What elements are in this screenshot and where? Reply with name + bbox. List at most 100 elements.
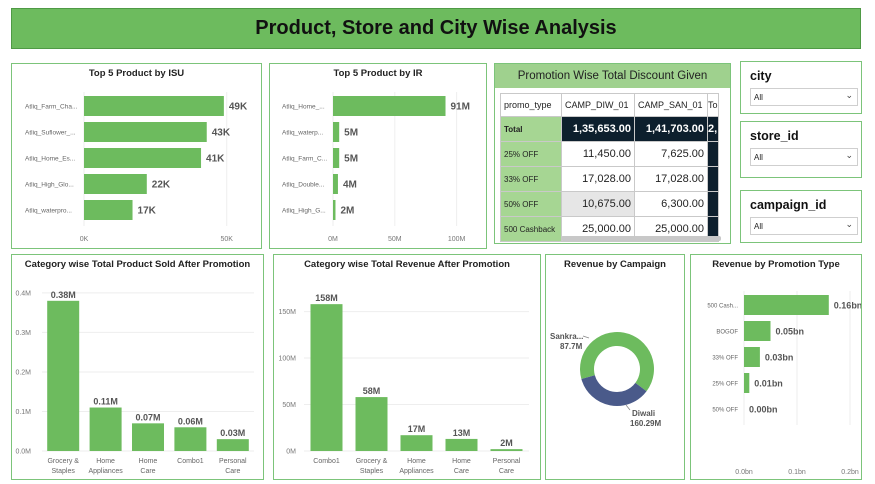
data-label: 0.38M xyxy=(51,290,76,300)
row-label: 33% OFF xyxy=(501,167,562,192)
chart-title: Top 5 Product by IR xyxy=(270,68,486,79)
data-label: 0.07M xyxy=(135,412,160,422)
x-tick-label: 0M xyxy=(328,236,338,243)
chart-panel-promo-type[interactable]: Revenue by Promotion Type 0.0bn 0.1bn 0.2b… xyxy=(690,254,862,480)
row-label: 500 Cashback xyxy=(501,217,562,242)
category-label: Home xyxy=(139,458,158,465)
bar xyxy=(356,397,388,451)
campaign-id-dropdown[interactable]: All ⌄ xyxy=(750,217,858,235)
category-revenue-chart: 0M50M100M150M158MCombo158MGrocery &Stapl… xyxy=(274,255,540,479)
table-row: 25% OFF 11,450.00 7,625.00 xyxy=(501,142,719,167)
slice-value-label: 87.7M xyxy=(560,342,583,351)
store-id-slicer[interactable]: store_id All ⌄ xyxy=(740,121,862,178)
category-label: Care xyxy=(499,468,514,475)
category-label: Grocery & xyxy=(356,458,388,465)
category-label: Atliq_Farm_Cha... xyxy=(25,104,78,111)
data-label: 22K xyxy=(152,180,171,191)
store-id-dropdown[interactable]: All ⌄ xyxy=(750,148,858,166)
x-tick-label: 50M xyxy=(388,236,402,243)
bar xyxy=(401,435,433,451)
category-label: 50% OFF xyxy=(712,408,738,414)
data-label: 2M xyxy=(340,206,354,217)
column-header[interactable]: promo_type xyxy=(501,94,562,117)
chart-title: Category wise Total Revenue After Promot… xyxy=(274,259,540,270)
slicer-label: store_id xyxy=(750,129,799,143)
row-label: 50% OFF xyxy=(501,192,562,217)
dropdown-value: All xyxy=(754,153,763,162)
chart-panel-isu[interactable]: Top 5 Product by ISU 0K 50K Atliq_Farm_Cha… xyxy=(11,63,262,249)
category-label: Appliances xyxy=(88,468,123,475)
y-tick-label: 50M xyxy=(282,402,296,409)
data-label: 5M xyxy=(344,128,358,139)
column-header[interactable]: CAMP_DIW_01 xyxy=(562,94,635,117)
chevron-down-icon[interactable]: ⌄ xyxy=(845,150,853,161)
bar xyxy=(47,301,79,451)
promo-table-title: Promotion Wise Total Discount Given xyxy=(495,64,730,88)
x-tick-label: 0K xyxy=(80,236,89,243)
category-label: Home xyxy=(452,458,471,465)
bar xyxy=(333,96,446,116)
city-slicer[interactable]: city All ⌄ xyxy=(740,61,862,114)
y-tick-label: 0.1M xyxy=(15,409,31,416)
data-label: 0.11M xyxy=(93,397,118,407)
column-header[interactable]: CAMP_SAN_01 xyxy=(635,94,708,117)
data-label: 158M xyxy=(315,293,338,303)
table-cell: 10,675.00 xyxy=(562,192,635,217)
table-cell: 17,028.00 xyxy=(635,167,708,192)
x-tick-label: 0.2bn xyxy=(841,469,859,476)
data-label: 0.06M xyxy=(178,416,203,426)
city-dropdown[interactable]: All ⌄ xyxy=(750,88,858,106)
y-tick-label: 0.3M xyxy=(15,330,31,337)
chart-panel-revenue[interactable]: Category wise Total Revenue After Promot… xyxy=(273,254,541,480)
chart-panel-campaign[interactable]: Revenue by Campaign Diwali 160.29M Sankra.… xyxy=(545,254,685,480)
data-label: 0.05bn xyxy=(776,327,805,337)
dropdown-value: All xyxy=(754,222,763,231)
chart-panel-products-sold[interactable]: Category wise Total Product Sold After P… xyxy=(11,254,264,480)
chevron-down-icon[interactable]: ⌄ xyxy=(845,90,853,101)
y-tick-label: 0M xyxy=(286,449,296,456)
column-header[interactable]: To xyxy=(708,94,719,117)
slicer-label: city xyxy=(750,69,772,83)
leader-line xyxy=(626,405,630,410)
campaign-id-slicer[interactable]: campaign_id All ⌄ xyxy=(740,190,862,243)
category-label: Staples xyxy=(360,468,384,475)
table-cell: 11,450.00 xyxy=(562,142,635,167)
category-label: Atliq_Home_Es... xyxy=(25,156,75,163)
category-label: Atliq_Double... xyxy=(282,182,324,189)
y-tick-label: 100M xyxy=(278,356,296,363)
slice-name-label: Sankra... xyxy=(550,332,583,341)
category-products-sold-chart: 0.0M0.1M0.2M0.3M0.4M 0.38MGrocery &Staple… xyxy=(12,255,263,479)
category-label: Combo1 xyxy=(313,458,340,465)
table-row: 50% OFF 10,675.00 6,300.00 xyxy=(501,192,719,217)
bar xyxy=(90,408,122,451)
bar xyxy=(217,439,249,451)
bar xyxy=(333,174,338,194)
leader-line xyxy=(583,336,589,338)
chart-panel-ir[interactable]: Top 5 Product by IR 0M 50M 100M Atliq_Home_… xyxy=(269,63,487,249)
bar xyxy=(84,122,207,142)
category-label: Care xyxy=(140,468,155,475)
x-tick-label: 50K xyxy=(220,236,233,243)
data-label: 0.03bn xyxy=(765,353,794,363)
chart-title: Category wise Total Product Sold After P… xyxy=(12,259,263,270)
total-cell: 1,41,703.00 xyxy=(635,117,708,142)
data-label: 49K xyxy=(229,102,248,113)
promo-discount-table-panel[interactable]: Promotion Wise Total Discount Given prom… xyxy=(494,63,731,244)
category-label: Personal xyxy=(219,458,247,465)
category-label: Combo1 xyxy=(177,458,204,465)
chevron-down-icon[interactable]: ⌄ xyxy=(845,219,853,230)
chart-title: Top 5 Product by ISU xyxy=(12,68,261,79)
bar xyxy=(744,347,760,367)
total-cell: 2, xyxy=(708,117,719,142)
data-label: 0.01bn xyxy=(754,379,783,389)
bar xyxy=(84,200,133,220)
category-label: Atliq_waterp... xyxy=(282,130,323,137)
top-products-isu-chart: 0K 50K Atliq_Farm_Cha... 49K Atliq_Suflower_… xyxy=(12,64,261,248)
x-tick-label: 0.1bn xyxy=(788,469,806,476)
data-label: 17M xyxy=(408,424,426,434)
table-cell xyxy=(708,192,719,217)
horizontal-scrollbar[interactable] xyxy=(561,236,721,241)
data-label: 2M xyxy=(500,438,513,448)
data-label: 0.16bn xyxy=(834,301,861,311)
